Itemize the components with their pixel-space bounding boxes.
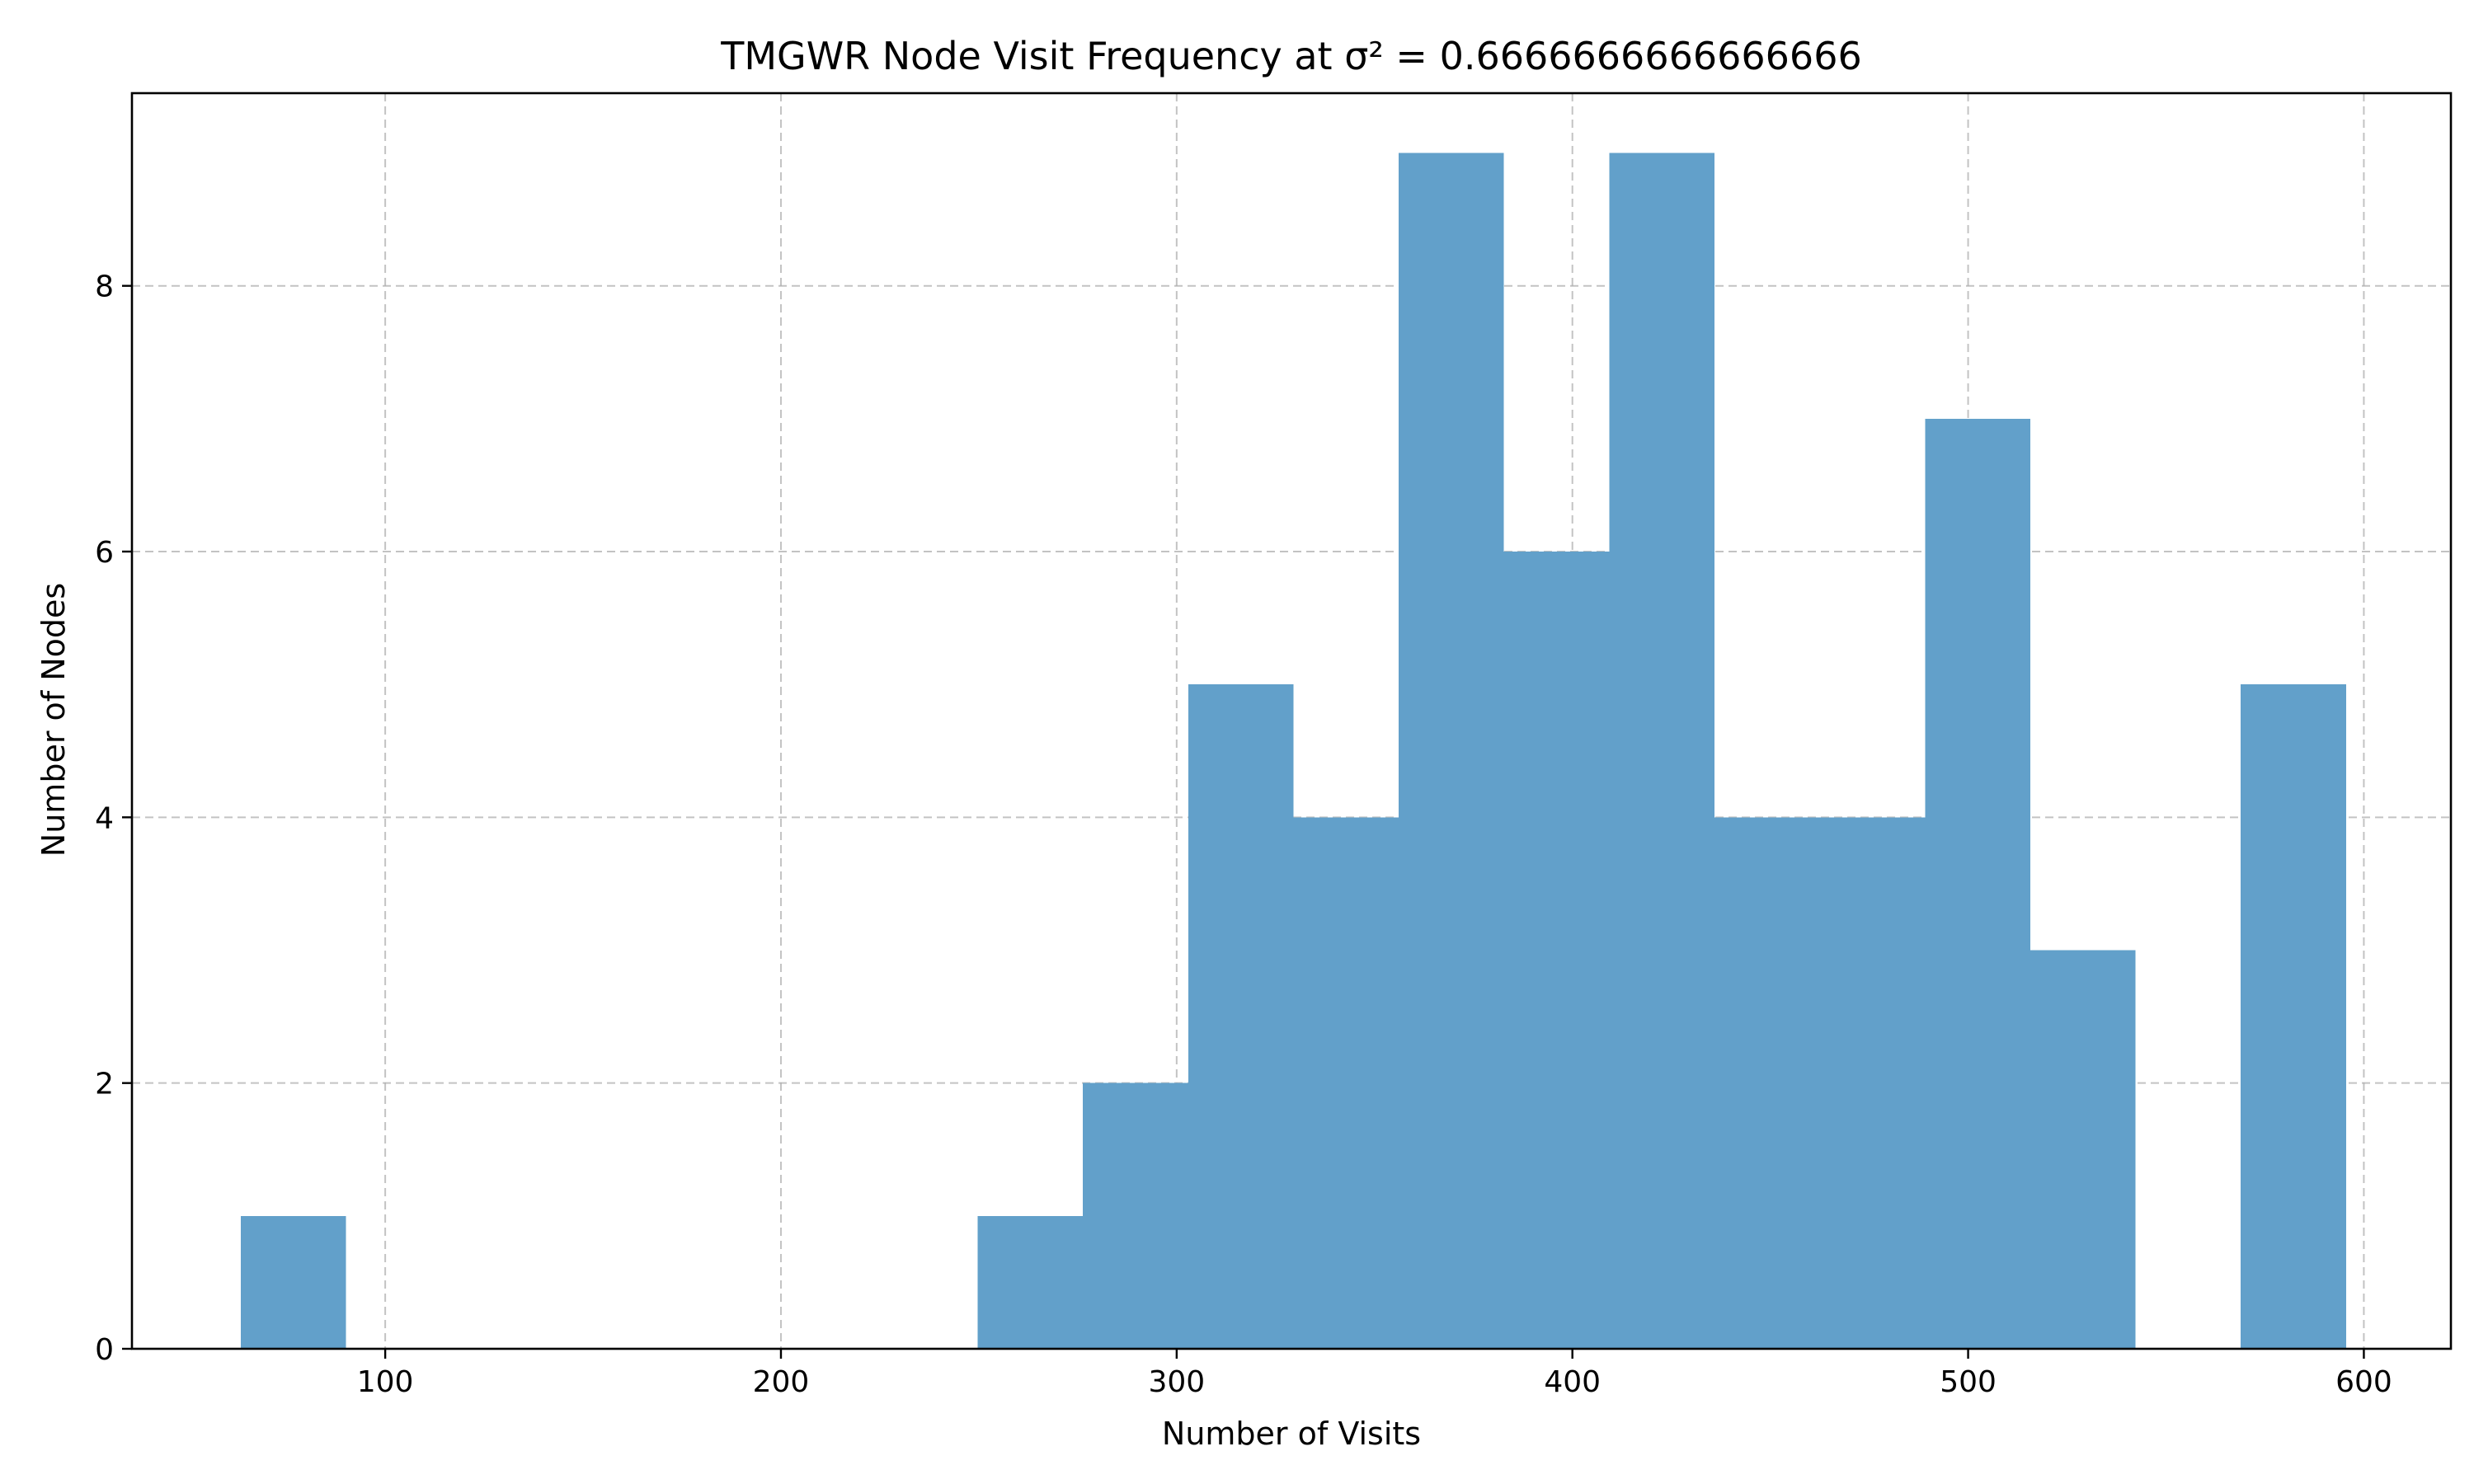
- chart-title: TMGWR Node Visit Frequency at σ² = 0.666…: [720, 34, 1861, 78]
- y-tick-label-0: 0: [95, 1333, 114, 1367]
- x-tick-label-3: 400: [1544, 1365, 1601, 1399]
- histogram-bar-10: [1293, 817, 1399, 1349]
- x-tick-label-2: 300: [1148, 1365, 1205, 1399]
- y-tick-label-3: 6: [95, 536, 114, 570]
- y-tick-label-2: 4: [95, 801, 114, 835]
- histogram-bar-11: [1399, 153, 1504, 1349]
- y-axis-label: Number of Nodes: [35, 583, 72, 857]
- histogram-bar-16: [1925, 418, 2030, 1350]
- histogram-bar-12: [1503, 552, 1610, 1349]
- x-tick-label-0: 100: [357, 1365, 414, 1399]
- histogram-bar-17: [2030, 950, 2136, 1349]
- histogram-bar-7: [977, 1215, 1084, 1349]
- x-tick-label-1: 200: [753, 1365, 810, 1399]
- histogram-bars: [240, 153, 2346, 1350]
- histogram-bar-0: [240, 1215, 346, 1349]
- x-tick-label-5: 600: [2335, 1365, 2392, 1399]
- histogram-bar-15: [1819, 817, 1926, 1349]
- x-axis-label: Number of Visits: [1162, 1416, 1421, 1452]
- histogram-bar-14: [1714, 817, 1820, 1349]
- histogram-bar-19: [2241, 684, 2346, 1349]
- histogram-bar-13: [1609, 153, 1714, 1349]
- x-tick-label-4: 500: [1940, 1365, 1997, 1399]
- axes-frame: [130, 92, 2453, 1350]
- histogram-bar-8: [1083, 1082, 1188, 1349]
- x-axis-ticks: 100 200 300 400 500 600: [357, 1349, 2392, 1399]
- y-axis-ticks: 0 2 4 6 8: [95, 270, 132, 1367]
- histogram-bar-9: [1188, 684, 1294, 1349]
- y-tick-label-1: 2: [95, 1068, 114, 1101]
- y-tick-label-4: 8: [95, 270, 114, 304]
